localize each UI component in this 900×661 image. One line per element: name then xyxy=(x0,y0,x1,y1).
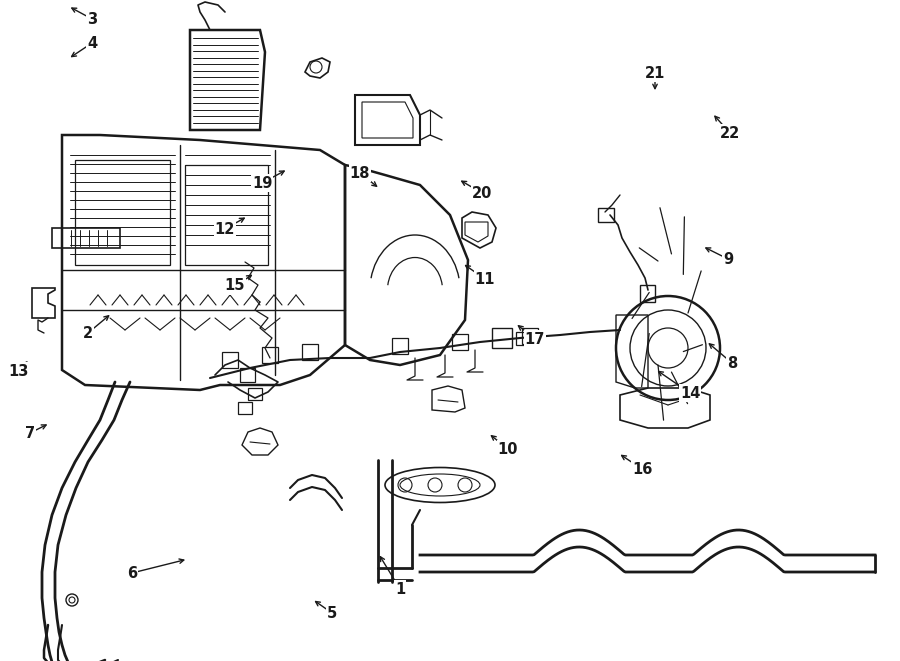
Text: 7: 7 xyxy=(25,426,35,440)
Text: 17: 17 xyxy=(525,332,545,346)
Text: 11: 11 xyxy=(475,272,495,286)
Text: 20: 20 xyxy=(472,186,492,200)
Text: 22: 22 xyxy=(720,126,740,141)
Text: 8: 8 xyxy=(727,356,737,371)
Text: 16: 16 xyxy=(632,461,652,477)
Text: 19: 19 xyxy=(252,176,272,190)
Text: 5: 5 xyxy=(327,605,338,621)
Text: 15: 15 xyxy=(225,278,245,293)
Text: 18: 18 xyxy=(350,165,370,180)
Text: 1: 1 xyxy=(395,582,405,596)
Text: 14: 14 xyxy=(680,385,700,401)
Text: 10: 10 xyxy=(498,442,518,457)
Text: 9: 9 xyxy=(723,251,734,266)
Text: 6: 6 xyxy=(127,566,137,580)
Text: 13: 13 xyxy=(8,364,28,379)
Text: 21: 21 xyxy=(644,65,665,81)
Text: 12: 12 xyxy=(215,221,235,237)
Text: 4: 4 xyxy=(87,36,97,50)
Text: 3: 3 xyxy=(87,11,97,26)
Text: 2: 2 xyxy=(83,325,93,340)
